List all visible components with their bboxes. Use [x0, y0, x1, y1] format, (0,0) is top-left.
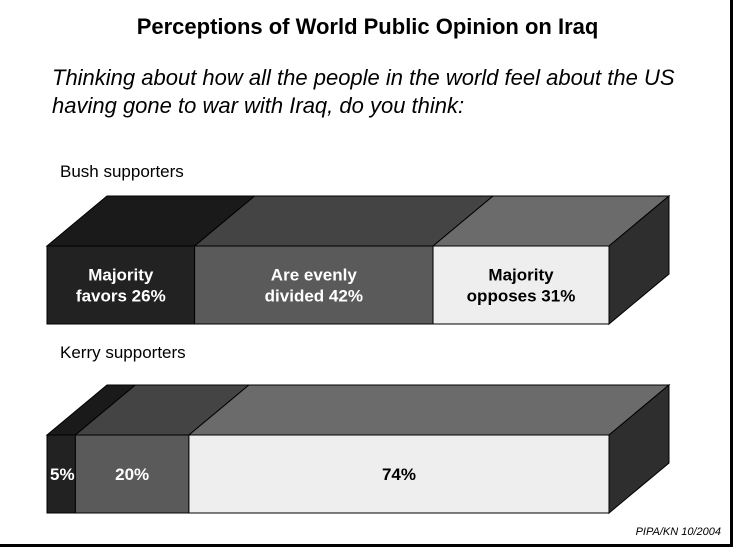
bar-segment	[46, 245, 196, 325]
bar-side-face	[608, 194, 670, 326]
bar-segment	[46, 434, 76, 514]
bar-data-label: favors 26%	[76, 287, 166, 306]
chart-subtitle: Thinking about how all the people in the…	[52, 65, 675, 118]
chart-title: Perceptions of World Public Opinion on I…	[136, 14, 599, 39]
bar-segment	[194, 245, 434, 325]
bar-data-label: Majority	[488, 266, 554, 285]
bar-segment	[74, 434, 190, 514]
bar-data-label: 20%	[115, 465, 149, 484]
bar-segment	[188, 434, 610, 514]
bar-data-label: opposes 31%	[467, 287, 576, 306]
bar-data-label: 74%	[382, 465, 416, 484]
category-label-kerry: Kerry supporters	[60, 343, 186, 362]
category-label-bush: Bush supporters	[60, 162, 184, 181]
source-note: PIPA/KN 10/2004	[635, 526, 721, 538]
bar-data-label: 5%	[50, 465, 75, 484]
bar-segment	[432, 245, 610, 325]
bar-top-face	[187, 384, 671, 436]
bar-data-label: Are evenly	[271, 266, 358, 285]
bar-data-label: Majority	[88, 266, 154, 285]
bar-data-label: divided 42%	[265, 287, 363, 306]
bar-side-face	[608, 383, 670, 515]
